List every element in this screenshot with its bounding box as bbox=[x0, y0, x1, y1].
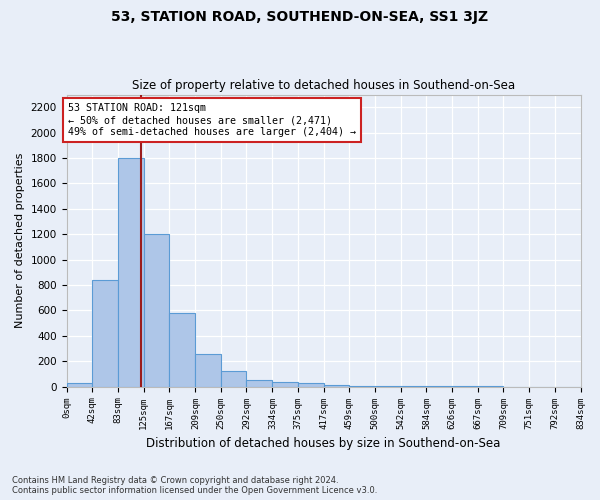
Bar bbox=[298, 383, 323, 386]
Text: 53 STATION ROAD: 121sqm
← 50% of detached houses are smaller (2,471)
49% of semi: 53 STATION ROAD: 121sqm ← 50% of detache… bbox=[68, 104, 356, 136]
Bar bbox=[92, 280, 118, 386]
Text: 53, STATION ROAD, SOUTHEND-ON-SEA, SS1 3JZ: 53, STATION ROAD, SOUTHEND-ON-SEA, SS1 3… bbox=[112, 10, 488, 24]
Bar bbox=[67, 383, 92, 386]
Y-axis label: Number of detached properties: Number of detached properties bbox=[15, 153, 25, 328]
X-axis label: Distribution of detached houses by size in Southend-on-Sea: Distribution of detached houses by size … bbox=[146, 437, 501, 450]
Bar bbox=[196, 354, 221, 386]
Bar bbox=[272, 382, 298, 386]
Bar bbox=[143, 234, 169, 386]
Title: Size of property relative to detached houses in Southend-on-Sea: Size of property relative to detached ho… bbox=[132, 79, 515, 92]
Bar bbox=[247, 380, 272, 386]
Bar bbox=[169, 313, 196, 386]
Bar bbox=[221, 372, 247, 386]
Bar bbox=[118, 158, 143, 386]
Text: Contains HM Land Registry data © Crown copyright and database right 2024.
Contai: Contains HM Land Registry data © Crown c… bbox=[12, 476, 377, 495]
